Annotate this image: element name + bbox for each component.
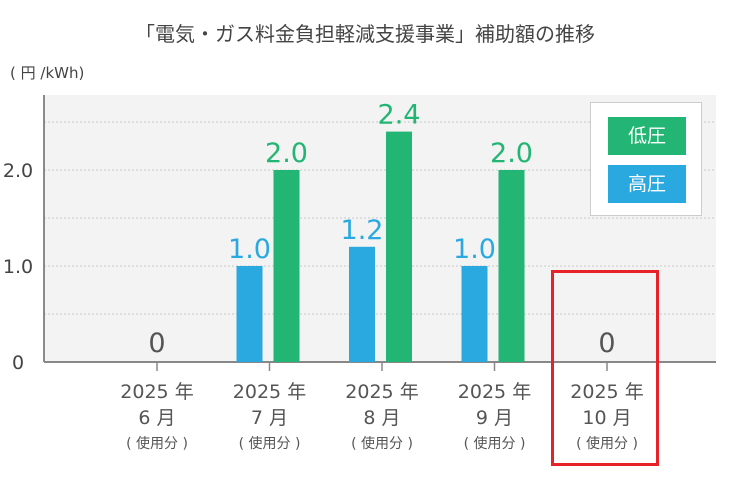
data-label: 1.0 [228, 234, 271, 265]
highlight-box [551, 270, 659, 466]
x-tick-note: ( 使用分 ) [464, 435, 526, 452]
data-label: 2.0 [490, 138, 533, 169]
y-axis-unit: ( 円 /kWh) [10, 64, 85, 82]
y-tick-label: 0 [12, 352, 24, 374]
bar-high-voltage [236, 266, 263, 362]
x-tick-month: 6 月 [138, 407, 175, 429]
legend: 低圧 高圧 [590, 102, 702, 216]
x-tick-month: 8 月 [363, 407, 400, 429]
data-label: 2.0 [265, 138, 308, 169]
data-label-zero: 0 [598, 328, 615, 359]
x-tick-year: 2025 年 [233, 381, 306, 403]
x-tick-note: ( 使用分 ) [239, 435, 301, 452]
legend-item-high-voltage: 高圧 [608, 165, 686, 203]
x-tick-year: 2025 年 [345, 381, 418, 403]
data-label-zero: 0 [148, 328, 165, 359]
x-tick-year: 2025 年 [570, 381, 643, 403]
bar-low-voltage [498, 170, 525, 362]
bar-high-voltage [349, 246, 375, 362]
y-tick-label: 2.0 [3, 160, 33, 182]
x-tick-note: ( 使用分 ) [351, 435, 413, 452]
x-tick-note: ( 使用分 ) [576, 435, 638, 452]
y-tick-label: 1.0 [3, 256, 33, 278]
x-tick-month: 7 月 [251, 407, 288, 429]
bar-high-voltage [461, 266, 488, 362]
chart-title: 「電気・ガス料金負担軽減支援事業」補助額の推移 [135, 22, 595, 46]
legend-item-low-voltage: 低圧 [608, 117, 686, 155]
bar-low-voltage [386, 131, 412, 362]
data-label: 1.0 [453, 234, 496, 265]
data-label: 2.4 [378, 100, 421, 131]
data-label: 1.2 [341, 215, 384, 246]
x-tick-month: 9 月 [476, 407, 513, 429]
bar-low-voltage [273, 170, 300, 362]
x-tick-year: 2025 年 [458, 381, 531, 403]
x-tick-year: 2025 年 [120, 381, 193, 403]
x-tick-note: ( 使用分 ) [126, 435, 188, 452]
x-tick-month: 10 月 [582, 407, 631, 429]
